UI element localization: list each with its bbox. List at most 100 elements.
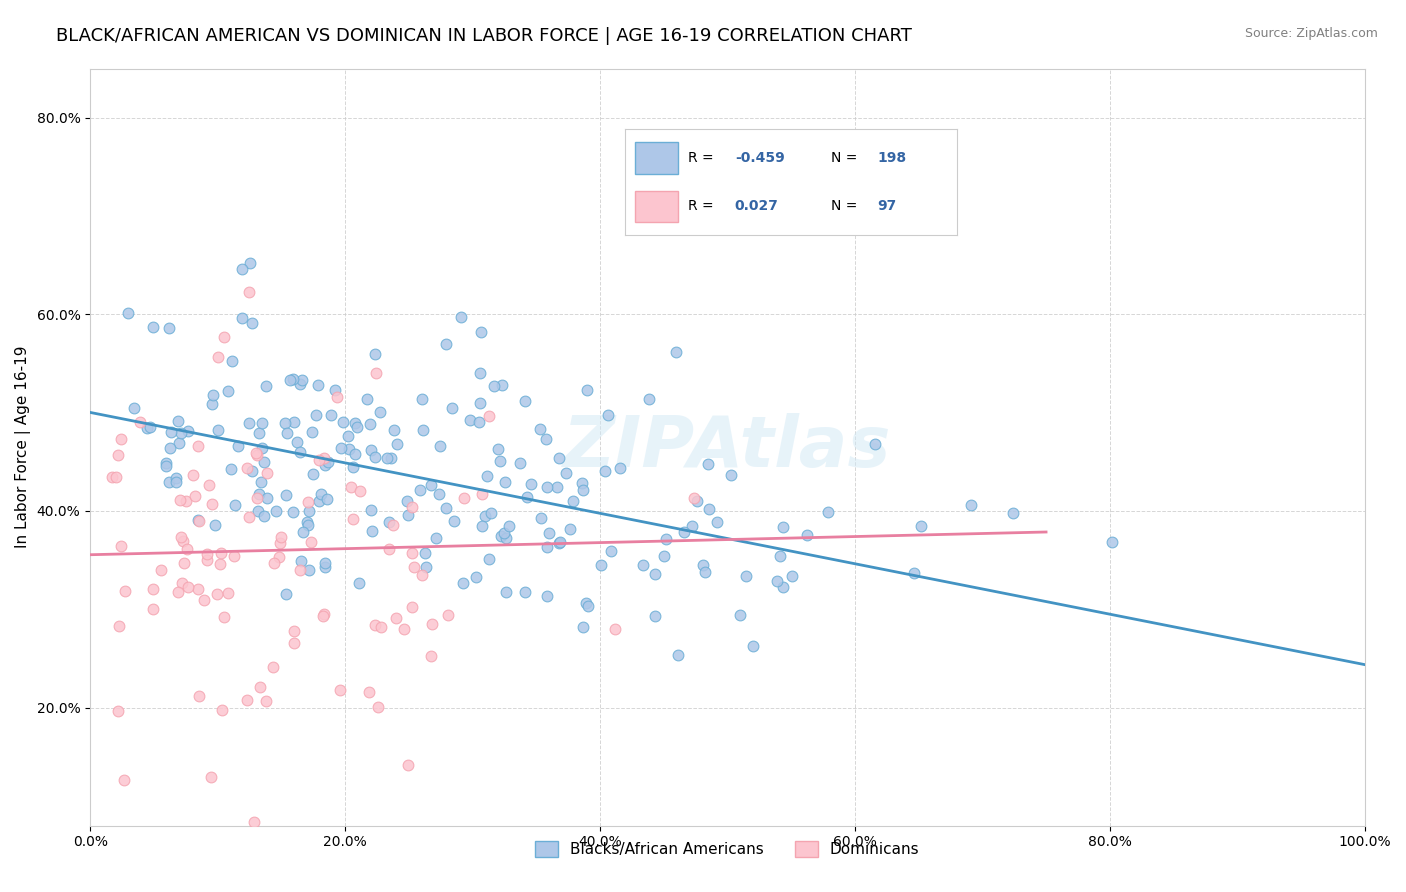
Point <box>375 450 398 465</box>
Point <box>195 547 218 561</box>
Point <box>603 622 626 636</box>
Point <box>274 488 297 502</box>
Point <box>434 500 457 515</box>
Point <box>548 451 571 466</box>
Point <box>325 390 347 404</box>
Point <box>117 306 139 320</box>
Point <box>107 704 129 718</box>
Point <box>817 505 839 519</box>
Point <box>576 383 599 397</box>
Point <box>404 559 426 574</box>
Point <box>155 456 177 470</box>
Point <box>572 483 595 497</box>
Point <box>283 505 305 519</box>
Point <box>314 607 336 621</box>
Point <box>340 480 363 494</box>
Point <box>114 772 136 787</box>
Point <box>652 549 675 563</box>
Point <box>734 569 756 583</box>
Point <box>470 325 492 339</box>
Point <box>181 467 204 482</box>
Point <box>482 378 505 392</box>
Point <box>128 415 150 429</box>
Point <box>437 608 460 623</box>
Point <box>959 498 981 512</box>
Point <box>321 838 343 853</box>
Point <box>471 487 494 501</box>
Point <box>1101 535 1123 549</box>
Point <box>337 442 360 457</box>
Point <box>380 451 402 466</box>
Point <box>392 622 415 636</box>
Point <box>342 512 364 526</box>
Point <box>139 419 162 434</box>
Point <box>494 475 516 490</box>
Point <box>209 546 232 560</box>
Point <box>101 469 124 483</box>
Point <box>160 425 183 439</box>
Point <box>401 546 423 560</box>
Point <box>440 401 463 415</box>
Point <box>167 435 190 450</box>
Point <box>537 526 560 541</box>
Point <box>720 467 742 482</box>
Point <box>246 448 269 462</box>
Point <box>193 592 215 607</box>
Point <box>637 392 659 407</box>
Point <box>316 491 339 506</box>
Point <box>467 415 489 429</box>
Point <box>495 584 517 599</box>
Point <box>183 489 205 503</box>
Point <box>170 426 193 441</box>
Point <box>288 377 311 392</box>
Point <box>665 345 688 359</box>
Point <box>378 515 401 529</box>
Point <box>329 682 352 697</box>
Point <box>558 522 581 536</box>
Point <box>292 524 315 539</box>
Point <box>308 452 330 467</box>
Point <box>281 372 304 386</box>
Point <box>413 546 436 560</box>
Point <box>460 413 482 427</box>
Point <box>207 350 229 364</box>
Point <box>385 611 408 625</box>
Point <box>443 514 465 528</box>
Point <box>231 261 253 276</box>
Point <box>516 490 538 504</box>
Point <box>231 310 253 325</box>
Point <box>142 320 165 334</box>
Point <box>187 514 209 528</box>
Point <box>314 560 336 574</box>
Point <box>425 531 447 545</box>
Point <box>419 478 441 492</box>
Point <box>201 387 224 401</box>
Point <box>478 409 501 424</box>
Point <box>631 558 654 572</box>
Point <box>356 392 378 407</box>
Point <box>247 504 270 518</box>
Point <box>520 477 543 491</box>
Point <box>329 441 352 455</box>
Point <box>269 550 291 565</box>
Point <box>238 509 260 524</box>
Point <box>173 556 195 570</box>
Point <box>256 467 278 481</box>
Point <box>288 563 311 577</box>
Point <box>359 417 381 432</box>
Point <box>589 558 612 573</box>
Point <box>420 649 443 664</box>
Point <box>204 518 226 533</box>
Point <box>299 535 322 549</box>
Point <box>536 432 558 446</box>
Point <box>697 501 720 516</box>
Point <box>360 503 382 517</box>
Point <box>796 527 818 541</box>
Point <box>105 470 128 484</box>
Point <box>536 589 558 603</box>
Point <box>491 529 513 543</box>
Point <box>283 624 305 639</box>
Point <box>450 310 472 324</box>
Point <box>408 483 430 497</box>
Point <box>360 524 382 539</box>
